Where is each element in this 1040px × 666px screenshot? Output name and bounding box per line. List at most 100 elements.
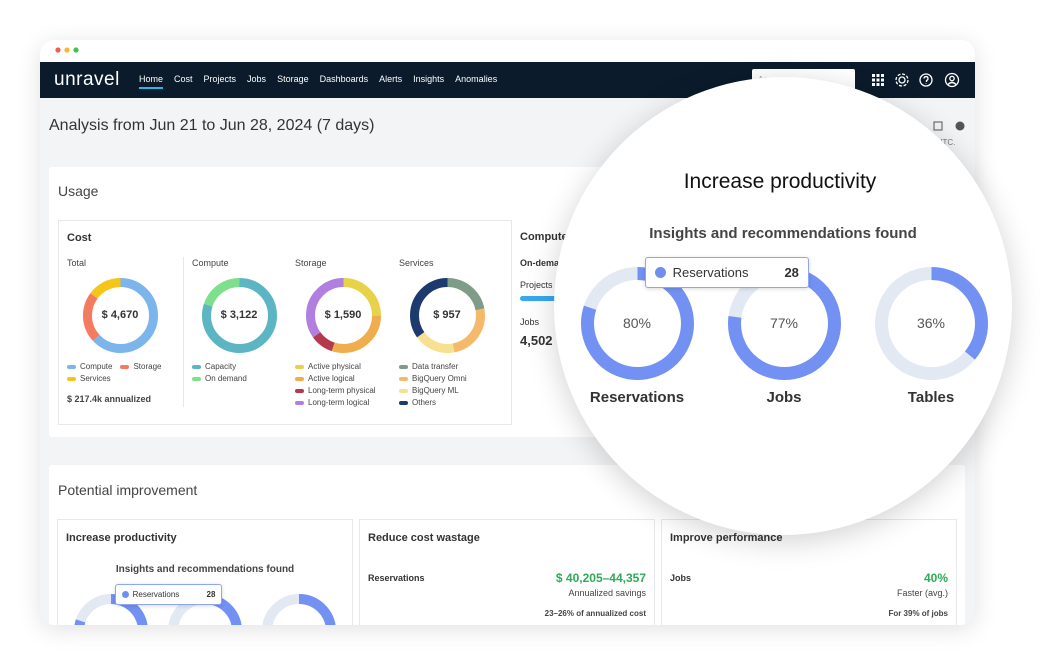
nav-item[interactable]: Alerts bbox=[379, 74, 403, 84]
donut-center: $ 4,670 bbox=[101, 309, 139, 321]
performance-note: For 39% of jobs bbox=[888, 609, 948, 618]
title-bar bbox=[40, 40, 975, 62]
nav-icons bbox=[872, 72, 960, 88]
legend-label: Others bbox=[412, 398, 437, 407]
tooltip-dot bbox=[655, 267, 667, 278]
legend-swatch bbox=[67, 376, 76, 381]
nav-item[interactable]: Projects bbox=[203, 74, 237, 84]
nav-item[interactable]: Dashboards bbox=[319, 74, 369, 84]
legend: Active physical Active logical Long-term p… bbox=[295, 362, 390, 407]
donut-segment bbox=[409, 277, 485, 353]
percent-donut bbox=[74, 594, 148, 625]
tooltip-dot bbox=[121, 591, 129, 598]
compute-title: Compute bbox=[520, 231, 568, 243]
performance-amount: 40% bbox=[923, 571, 948, 585]
legend-label: On demand bbox=[205, 374, 247, 383]
tooltip-value: 28 bbox=[784, 265, 799, 280]
nav-item[interactable]: Home bbox=[139, 71, 164, 89]
percent-label: 77% bbox=[769, 314, 799, 331]
nav-item[interactable]: Anomalies bbox=[455, 74, 498, 84]
legend-swatch bbox=[192, 376, 201, 381]
donut-label: Services bbox=[399, 258, 434, 268]
legend-item: BigQuery ML bbox=[399, 386, 494, 395]
legend-label: Capacity bbox=[205, 362, 237, 371]
cost-donut bbox=[409, 277, 485, 353]
donut-center: $ 957 bbox=[433, 309, 461, 321]
header-icons bbox=[933, 121, 965, 131]
page-title: Analysis from Jun 21 to Jun 28, 2024 (7 … bbox=[49, 117, 375, 134]
donut-segment bbox=[201, 277, 277, 353]
legend-label: BigQuery Omni bbox=[412, 374, 467, 383]
donut-label: Compute bbox=[192, 258, 229, 268]
donut-center: $ 1,590 bbox=[324, 309, 362, 321]
nav-item[interactable]: Cost bbox=[174, 74, 193, 84]
nav-item[interactable]: Insights bbox=[413, 74, 445, 84]
donut-segment bbox=[82, 277, 158, 353]
legend-label: Active logical bbox=[308, 374, 355, 383]
magnifier-title: Increase productivity bbox=[683, 170, 877, 193]
donut-segment bbox=[82, 277, 158, 353]
percent-label: 80% bbox=[622, 314, 652, 331]
cost-donut bbox=[201, 277, 277, 353]
nav-item[interactable]: Storage bbox=[277, 74, 309, 84]
jobs-value: 4,502 bbox=[520, 333, 553, 348]
projects-bar bbox=[520, 296, 570, 301]
donut-segment bbox=[580, 266, 694, 380]
percent-donut bbox=[580, 266, 694, 380]
cost-donut bbox=[82, 277, 158, 353]
legend-swatch bbox=[399, 364, 408, 369]
cost-donut bbox=[305, 277, 381, 353]
legend-item: Services bbox=[67, 374, 111, 383]
legend: Compute Storage Services bbox=[67, 362, 177, 383]
legend-label: Long-term logical bbox=[308, 398, 370, 407]
donut-segment bbox=[409, 277, 485, 353]
logo[interactable]: unravel bbox=[54, 69, 120, 90]
legend-item: Capacity bbox=[192, 362, 287, 371]
legend-item: On demand bbox=[192, 374, 287, 383]
projects-label: Projects bbox=[520, 280, 553, 290]
legend-swatch bbox=[67, 364, 76, 369]
cost-note: 23–26% of annualized cost bbox=[544, 609, 646, 618]
legend-label: Active physical bbox=[308, 362, 361, 371]
percent-donut bbox=[874, 266, 988, 380]
legend-swatch bbox=[295, 388, 304, 393]
tooltip-name: Reservations bbox=[132, 590, 180, 599]
legend-label: Data transfer bbox=[412, 362, 459, 371]
tooltip-value: 28 bbox=[206, 590, 216, 599]
legend-swatch bbox=[120, 364, 130, 369]
cost-caption: Annualized savings bbox=[568, 588, 646, 598]
donut-caption: Jobs bbox=[766, 389, 802, 406]
nav-menu: Home Cost Projects Jobs Storage Dashboards Ale… bbox=[139, 62, 497, 98]
legend-swatch bbox=[295, 364, 304, 369]
legend-swatch bbox=[399, 388, 408, 393]
legend-item: Long-term physical bbox=[295, 386, 390, 395]
divider bbox=[183, 257, 184, 407]
donut-segment bbox=[74, 594, 148, 625]
on-demand-label: On-dema bbox=[520, 258, 560, 268]
performance-caption: Faster (avg.) bbox=[896, 588, 948, 598]
cost-wastage-card: Reduce cost wastage Reservations $ 40,20… bbox=[359, 519, 655, 625]
tooltip: Reservations 28 bbox=[115, 584, 222, 605]
cost-title: Cost bbox=[67, 232, 92, 244]
donut-label: Total bbox=[67, 258, 87, 268]
percent-label: 36% bbox=[916, 314, 946, 331]
legend-label: Long-term physical bbox=[308, 386, 376, 395]
nav-item[interactable]: Jobs bbox=[247, 74, 267, 84]
tooltip-name: Reservations bbox=[672, 265, 749, 280]
cost-amount: $ 40,205–44,357 bbox=[555, 571, 646, 585]
legend-swatch bbox=[399, 376, 408, 381]
legend: Data transfer BigQuery Omni BigQuery ML Oth… bbox=[399, 362, 494, 407]
donut-segment bbox=[305, 277, 381, 353]
donut-segment bbox=[409, 277, 485, 353]
jobs-label: Jobs bbox=[520, 317, 540, 327]
legend-label: Compute bbox=[80, 362, 113, 371]
productivity-title: Increase productivity bbox=[66, 532, 177, 544]
legend-item: Active physical bbox=[295, 362, 390, 371]
legend-swatch bbox=[399, 400, 408, 405]
donut-label: Storage bbox=[295, 258, 327, 268]
cost-item: Reservations bbox=[368, 573, 425, 583]
legend-item: Data transfer bbox=[399, 362, 494, 371]
window-dots bbox=[55, 47, 79, 53]
legend-item: BigQuery Omni bbox=[399, 374, 494, 383]
legend-label: Services bbox=[80, 374, 111, 383]
